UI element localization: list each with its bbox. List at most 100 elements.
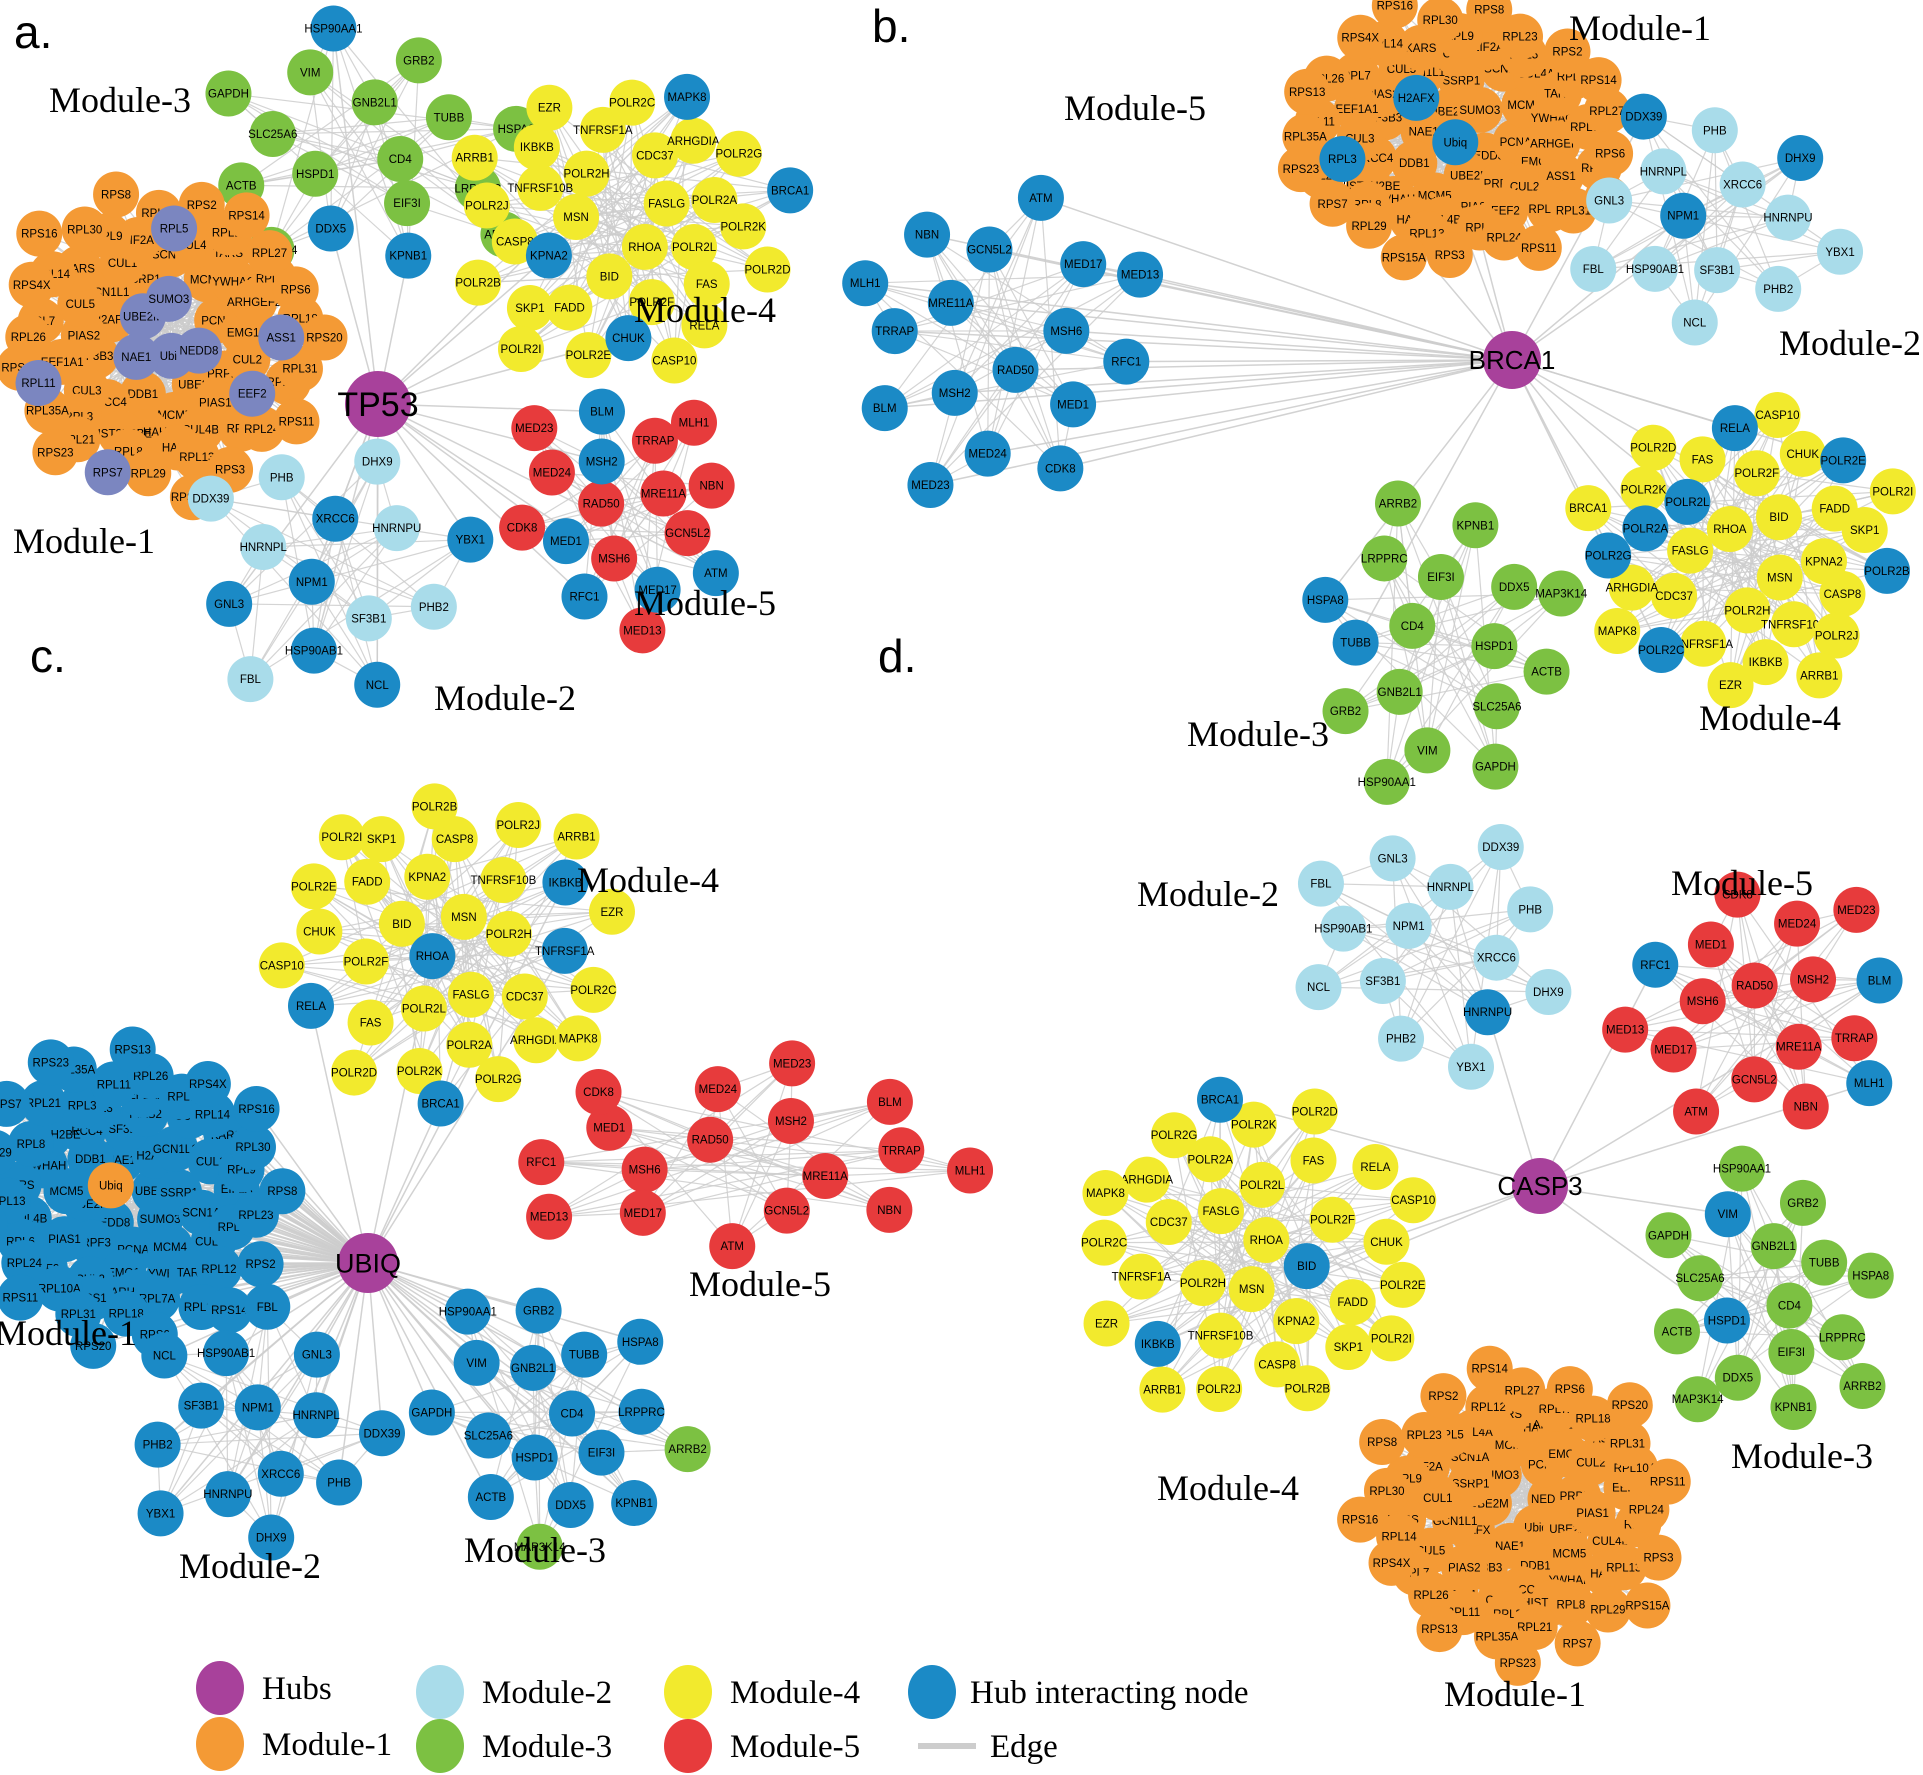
node-CD4[interactable]: CD4 <box>1766 1282 1813 1329</box>
node-LRPPRC[interactable]: LRPPRC <box>1361 535 1408 582</box>
node-FASLG[interactable]: FASLG <box>447 971 494 1018</box>
node-MED1[interactable]: MED1 <box>1687 921 1734 968</box>
node-POLR2H[interactable]: POLR2H <box>564 150 610 197</box>
node-POLR2B[interactable]: POLR2B <box>411 783 458 830</box>
node-RPL26[interactable]: RPL26 <box>1408 1571 1455 1618</box>
node-FASLG[interactable]: FASLG <box>1197 1188 1244 1235</box>
node-DDX39[interactable]: DDX39 <box>359 1410 406 1457</box>
node-TRRAP[interactable]: TRRAP <box>631 417 678 464</box>
node-RPS6[interactable]: RPS6 <box>1587 130 1634 177</box>
node-RPL8[interactable]: RPL8 <box>1547 1581 1594 1628</box>
node-RPS14[interactable]: RPS14 <box>223 192 270 239</box>
node-MSH2[interactable]: MSH2 <box>1790 956 1837 1003</box>
node-RPS14[interactable]: RPS14 <box>1575 57 1622 104</box>
node-EIF3I[interactable]: EIF3I <box>1417 554 1464 601</box>
node-FASLG[interactable]: FASLG <box>1667 527 1714 574</box>
node-RPL21[interactable]: RPL21 <box>20 1080 67 1127</box>
node-RPS11[interactable]: RPS11 <box>1644 1458 1691 1505</box>
node-TNFRSF10B[interactable]: TNFRSF10B <box>1188 1312 1254 1359</box>
node-EIF3I[interactable]: EIF3I <box>384 180 431 227</box>
node-HSPD1[interactable]: HSPD1 <box>1703 1297 1750 1344</box>
node-BID[interactable]: BID <box>378 900 425 947</box>
node-ARRB1[interactable]: ARRB1 <box>553 813 600 860</box>
node-HSP90AB1[interactable]: HSP90AB1 <box>197 1330 255 1377</box>
node-CHUK[interactable]: CHUK <box>1363 1218 1410 1265</box>
node-RPL31[interactable]: RPL31 <box>55 1291 102 1338</box>
node-RPL24[interactable]: RPL24 <box>1481 214 1528 261</box>
node-PHB[interactable]: PHB <box>1507 886 1554 933</box>
node-DHX9[interactable]: DHX9 <box>248 1514 295 1561</box>
node-BRCA1[interactable]: BRCA1 <box>1197 1076 1244 1123</box>
node-RELA[interactable]: RELA <box>1711 405 1758 452</box>
node-MED24[interactable]: MED24 <box>1774 900 1821 947</box>
node-ATM[interactable]: ATM <box>692 550 739 597</box>
node-GAPDH[interactable]: GAPDH <box>205 70 252 117</box>
node-BLM[interactable]: BLM <box>866 1078 913 1125</box>
node-RPS11[interactable]: RPS11 <box>0 1274 44 1321</box>
node-GRB2[interactable]: GRB2 <box>515 1287 562 1334</box>
node-CASP10[interactable]: CASP10 <box>1390 1177 1437 1224</box>
node-MED24[interactable]: MED24 <box>694 1066 741 1113</box>
node-RPL23[interactable]: RPL23 <box>1401 1412 1448 1459</box>
node-BID[interactable]: BID <box>586 253 633 300</box>
node-POLR2L[interactable]: POLR2L <box>1664 478 1711 525</box>
node-RELA[interactable]: RELA <box>681 302 728 349</box>
node-CHUK[interactable]: CHUK <box>605 315 652 362</box>
node-KPNA2[interactable]: KPNA2 <box>1273 1298 1320 1345</box>
node-KPNB1[interactable]: KPNB1 <box>1452 502 1499 549</box>
node-MED1[interactable]: MED1 <box>1050 381 1097 428</box>
node-HNRNPL[interactable]: HNRNPL <box>1640 148 1688 195</box>
node-RPL3[interactable]: RPL3 <box>1319 136 1366 183</box>
node-IKBKB[interactable]: IKBKB <box>1742 639 1789 686</box>
node-MED23[interactable]: MED23 <box>907 462 954 509</box>
node-RPL27[interactable]: RPL27 <box>1499 1367 1546 1414</box>
node-RHOA[interactable]: RHOA <box>409 933 456 980</box>
node-BLM[interactable]: BLM <box>578 388 625 435</box>
node-MED17[interactable]: MED17 <box>1650 1026 1697 1073</box>
node-RPS4X[interactable]: RPS4X <box>1337 14 1384 61</box>
node-RPS2[interactable]: RPS2 <box>1420 1373 1467 1420</box>
node-DHX9[interactable]: DHX9 <box>1777 135 1824 182</box>
node-SLC25A6[interactable]: SLC25A6 <box>1472 683 1522 730</box>
node-RPL24[interactable]: RPL24 <box>1 1240 48 1287</box>
node-HSP90AB1[interactable]: HSP90AB1 <box>285 627 343 674</box>
node-RPL11[interactable]: RPL11 <box>90 1061 137 1108</box>
node-RPL13[interactable]: RPL13 <box>0 1177 31 1224</box>
node-CDC37[interactable]: CDC37 <box>631 132 678 179</box>
node-POLR2J[interactable]: POLR2J <box>1813 612 1860 659</box>
node-BLM[interactable]: BLM <box>861 385 908 432</box>
node-POLR2C[interactable]: POLR2C <box>609 79 655 126</box>
node-GAPDH[interactable]: GAPDH <box>408 1389 455 1436</box>
node-NBN[interactable]: NBN <box>1782 1083 1829 1130</box>
node-RPL30[interactable]: RPL30 <box>61 206 108 253</box>
node-RPS20[interactable]: RPS20 <box>70 1322 117 1369</box>
node-CASP10[interactable]: CASP10 <box>651 337 698 384</box>
node-ARRB1[interactable]: ARRB1 <box>1796 652 1843 699</box>
node-DDX5[interactable]: DDX5 <box>307 205 354 252</box>
node-MSN[interactable]: MSN <box>440 893 487 940</box>
node-GAPDH[interactable]: GAPDH <box>1472 743 1519 790</box>
node-RPS4X[interactable]: RPS4X <box>8 261 55 308</box>
node-PHB2[interactable]: PHB2 <box>410 583 457 630</box>
node-CUL2[interactable]: CUL2 <box>224 336 271 383</box>
node-VIM[interactable]: VIM <box>1404 727 1451 774</box>
node-MSH6[interactable]: MSH6 <box>1679 978 1726 1025</box>
node-TUBB[interactable]: TUBB <box>561 1331 608 1378</box>
node-RPS16[interactable]: RPS16 <box>16 210 63 257</box>
node-RPS3[interactable]: RPS3 <box>0 1201 8 1247</box>
node-GCN5L2[interactable]: GCN5L2 <box>664 510 711 557</box>
node-CDC37[interactable]: CDC37 <box>1145 1198 1192 1245</box>
node-NPM1[interactable]: NPM1 <box>1385 902 1432 949</box>
node-EZR[interactable]: EZR <box>588 888 635 935</box>
node-NCL[interactable]: NCL <box>1671 299 1718 346</box>
node-POLR2B[interactable]: POLR2B <box>1284 1365 1330 1412</box>
node-MED1[interactable]: MED1 <box>542 518 589 565</box>
node-DHX9[interactable]: DHX9 <box>354 438 401 485</box>
node-FASLG[interactable]: FASLG <box>643 180 690 227</box>
node-POLR2J[interactable]: POLR2J <box>463 182 510 229</box>
node-TNFRSF1A[interactable]: TNFRSF1A <box>535 927 595 974</box>
node-RPS11[interactable]: RPS11 <box>1515 224 1562 271</box>
node-RFC1[interactable]: RFC1 <box>1103 338 1150 385</box>
node-HSP90AB1[interactable]: HSP90AB1 <box>1314 905 1372 952</box>
node-GNL3[interactable]: GNL3 <box>293 1331 340 1378</box>
